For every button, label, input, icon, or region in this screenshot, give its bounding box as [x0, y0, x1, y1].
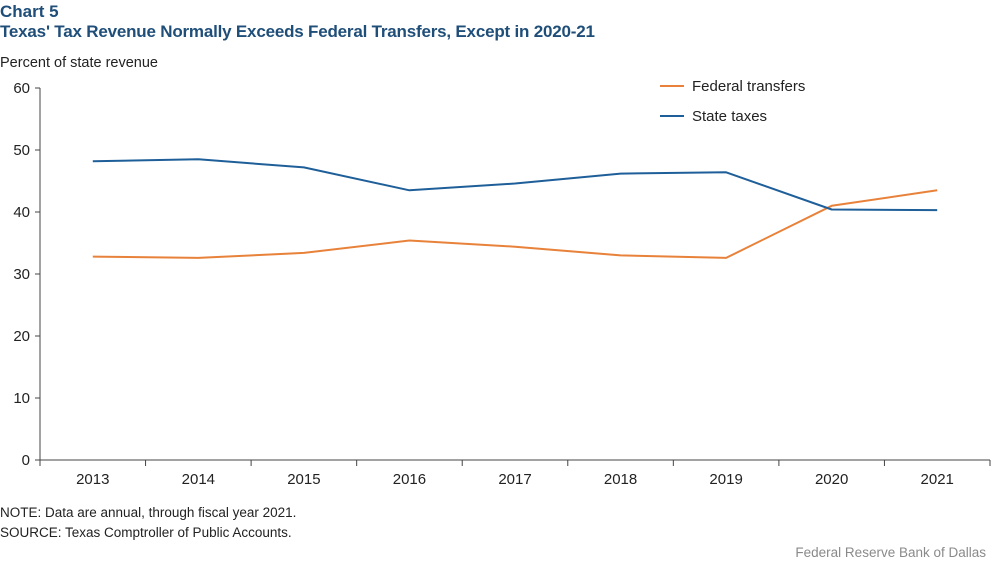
y-axis-label: Percent of state revenue — [0, 55, 158, 71]
chart-source: SOURCE: Texas Comptroller of Public Acco… — [0, 525, 292, 540]
series-line-federal-transfers — [92, 189, 938, 259]
x-tick-label: 2014 — [182, 471, 215, 488]
x-tick-label: 2019 — [709, 471, 742, 488]
x-tick-label: 2015 — [287, 471, 320, 488]
chart-label: Chart 5 — [0, 2, 59, 21]
series-lines — [92, 158, 938, 259]
y-tick-label: 50 — [13, 142, 30, 159]
y-tick-label: 60 — [13, 80, 30, 97]
y-tick-label: 40 — [13, 204, 30, 221]
y-tick-label: 20 — [13, 328, 30, 345]
y-tick-label: 0 — [22, 452, 30, 469]
axes — [35, 87, 991, 466]
chart-note: NOTE: Data are annual, through fiscal ye… — [0, 505, 297, 520]
chart-title: Texas' Tax Revenue Normally Exceeds Fede… — [0, 22, 595, 41]
series-line-state-taxes — [92, 158, 938, 212]
x-tick-label: 2020 — [815, 471, 848, 488]
legend-label: State taxes — [692, 108, 767, 125]
x-tick-label: 2013 — [76, 471, 109, 488]
y-tick-label: 30 — [13, 266, 30, 283]
x-tick-label: 2017 — [498, 471, 531, 488]
x-tick-label: 2021 — [921, 471, 954, 488]
tick-labels: 0 10 20 30 40 50 60 2013 2014 2015 2016 2017 2018 201… — [13, 80, 954, 488]
chart-credit: Federal Reserve Bank of Dallas — [795, 545, 986, 560]
legend-label: Federal transfers — [692, 78, 805, 95]
x-tick-label: 2018 — [604, 471, 637, 488]
x-tick-label: 2016 — [393, 471, 426, 488]
y-tick-label: 10 — [13, 390, 30, 407]
legend: Federal transfers State taxes — [660, 78, 805, 125]
